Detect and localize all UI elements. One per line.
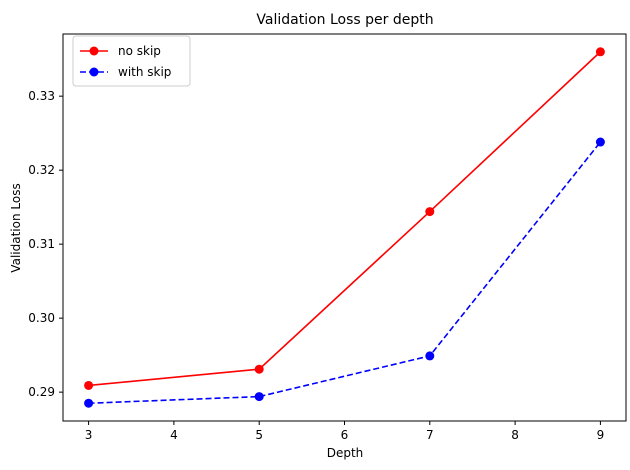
data-point xyxy=(425,207,435,217)
x-axis-label: Depth xyxy=(327,446,364,460)
y-tick-label: 0.29 xyxy=(28,385,55,399)
series-line-1 xyxy=(88,141,602,405)
data-point xyxy=(595,47,605,57)
legend-marker-0 xyxy=(89,46,99,56)
data-point xyxy=(84,380,94,390)
x-tick-label: 3 xyxy=(85,428,93,442)
legend-marker-1 xyxy=(89,67,99,77)
legend: no skip with skip xyxy=(72,35,191,87)
x-tick-label: 9 xyxy=(597,428,605,442)
data-point xyxy=(254,364,264,374)
data-point xyxy=(595,137,605,147)
y-tick-label: 0.32 xyxy=(28,163,55,177)
x-tick-label: 4 xyxy=(170,428,178,442)
y-axis-ticks: 0.29 0.30 0.31 0.32 0.33 xyxy=(28,89,63,399)
plot-frame xyxy=(62,33,627,422)
x-tick-label: 5 xyxy=(255,428,263,442)
legend-label-1: with skip xyxy=(118,65,171,79)
x-tick-label: 8 xyxy=(511,428,519,442)
data-point xyxy=(254,392,264,402)
chart-title: Validation Loss per depth xyxy=(256,12,433,28)
legend-frame xyxy=(72,35,191,87)
x-tick-label: 6 xyxy=(341,428,349,442)
y-tick-label: 0.30 xyxy=(28,311,55,325)
x-tick-label: 7 xyxy=(426,428,434,442)
x-axis-ticks: 3 4 5 6 7 8 9 xyxy=(85,421,604,442)
legend-label-0: no skip xyxy=(118,44,161,58)
series-layer xyxy=(84,47,605,408)
series-line-0 xyxy=(88,51,601,387)
y-axis-label: Validation Loss xyxy=(9,183,23,272)
y-tick-label: 0.33 xyxy=(28,89,55,103)
plot-area: 3 4 5 6 7 8 9 0.29 0.30 0.31 0.32 0.33 xyxy=(28,33,627,442)
data-point xyxy=(425,351,435,361)
data-point xyxy=(84,398,94,408)
y-tick-label: 0.31 xyxy=(28,237,55,251)
